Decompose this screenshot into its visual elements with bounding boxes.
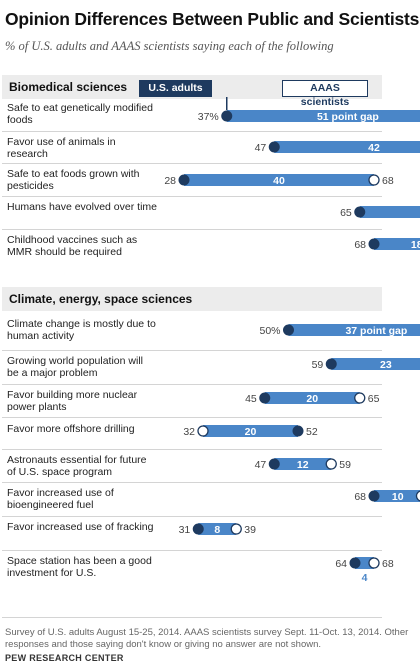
gap-label: 8	[214, 524, 220, 536]
row-divider	[2, 550, 382, 551]
row-divider	[2, 516, 382, 517]
row-label: Favor increased use of bioengineered fue…	[7, 487, 114, 511]
aaas-value-label: 32	[183, 426, 195, 438]
us-value-label: 47	[255, 459, 267, 471]
gap-bar	[184, 174, 374, 186]
row-label: Favor use of animals in research	[7, 136, 116, 160]
gap-bar	[274, 458, 332, 470]
gap-label: 42	[368, 142, 380, 154]
aaas-value-label: 68	[382, 558, 394, 570]
us-value-label: 68	[354, 239, 366, 251]
us-value-label: 45	[245, 393, 257, 405]
row-label: Humans have evolved over time	[7, 201, 157, 213]
aaas-scientists-dot	[230, 523, 242, 535]
us-value-label: 52	[306, 426, 318, 438]
row-divider	[2, 449, 382, 450]
footer-note: Survey of U.S. adults August 15-25, 2014…	[5, 627, 409, 650]
section-label-biomedical: Biomedical sciences	[9, 80, 128, 94]
gap-label: 10	[392, 491, 404, 503]
aaas-value-label: 68	[382, 175, 394, 187]
gap-label: 40	[273, 175, 285, 187]
aaas-scientists-dot	[325, 458, 337, 470]
us-value-label: 50%	[259, 325, 280, 337]
aaas-value-label: 65	[368, 393, 380, 405]
row-label: Safe to eat foods grown with pesticides	[7, 168, 140, 192]
gap-label: 51 point gap	[317, 111, 379, 123]
us-value-label: 47	[255, 142, 267, 154]
aaas-scientists-dot	[368, 557, 380, 569]
us-adults-dot	[268, 141, 280, 153]
row-label: Space station has been a good investment…	[7, 555, 152, 579]
us-value-label: 28	[164, 175, 176, 187]
gap-bar	[203, 425, 298, 437]
us-value-label: 37%	[198, 111, 219, 123]
aaas-value-label: 39	[244, 524, 256, 536]
gap-bar	[374, 238, 420, 250]
us-adults-dot	[368, 490, 380, 502]
us-adults-dot	[178, 174, 190, 186]
section-band-climate	[2, 287, 382, 311]
row-divider	[2, 417, 382, 418]
aaas-scientists-dot	[197, 425, 209, 437]
us-adults-dot	[354, 206, 366, 218]
gap-bar	[274, 141, 420, 153]
chart-subtitle: % of U.S. adults and AAAS scientists say…	[5, 39, 334, 53]
gap-label: 37 point gap	[345, 325, 407, 337]
gap-bar	[374, 490, 420, 502]
row-divider	[2, 229, 382, 230]
gap-bar	[226, 110, 420, 122]
us-value-label: 31	[179, 524, 191, 536]
aaas-value-label: 59	[339, 459, 351, 471]
row-label: Childhood vaccines such as MMR should be…	[7, 234, 138, 258]
row-label: Safe to eat genetically modified foods	[7, 102, 153, 126]
row-divider	[2, 131, 382, 132]
us-adults-dot	[349, 557, 361, 569]
aaas-scientists-dot	[354, 392, 366, 404]
us-value-label: 65	[340, 207, 352, 219]
row-divider	[2, 350, 382, 351]
row-label: Favor building more nuclear power plants	[7, 389, 138, 413]
gap-label: 12	[297, 459, 309, 471]
chart-bottom-rule	[2, 617, 382, 618]
us-adults-dot	[368, 238, 380, 250]
section-label-climate: Climate, energy, space sciences	[9, 292, 193, 306]
gap-bar	[288, 324, 420, 336]
row-label: Growing world population will be a major…	[7, 355, 143, 379]
aaas-scientists-dot	[368, 174, 380, 186]
chart-title: Opinion Differences Between Public and S…	[5, 9, 420, 29]
gap-label: 23	[380, 359, 392, 371]
row-label: Astronauts essential for future of U.S. …	[7, 454, 147, 478]
gap-label: 4	[362, 572, 368, 584]
us-value-label: 68	[354, 491, 366, 503]
us-value-label: 64	[335, 558, 347, 570]
us-adults-dot	[221, 110, 233, 122]
gap-label: 20	[245, 426, 257, 438]
us-adults-dot	[292, 425, 304, 437]
row-divider	[2, 196, 382, 197]
us-adults-dot	[283, 324, 294, 336]
source-credit: PEW RESEARCH CENTER	[5, 653, 124, 663]
gap-bar	[264, 392, 360, 404]
row-label: Favor increased use of fracking	[7, 521, 154, 533]
us-value-label: 59	[312, 359, 324, 371]
row-label: Climate change is mostly due to human ac…	[7, 318, 156, 342]
gap-label: 18	[411, 239, 420, 251]
us-adults-dot	[325, 358, 337, 370]
row-divider	[2, 163, 382, 164]
us-adults-dot	[192, 523, 204, 535]
us-adults-dot	[259, 392, 271, 404]
legend-us-adults: U.S. adults	[139, 80, 212, 97]
legend-aaas-scientists: AAAS scientists	[282, 80, 368, 108]
aaas-scientists-dot	[415, 490, 420, 502]
row-divider	[2, 384, 382, 385]
gap-bar	[359, 206, 420, 218]
row-label: Favor more offshore drilling	[7, 423, 135, 435]
gap-bar	[331, 358, 420, 370]
gap-label: 20	[306, 393, 318, 405]
row-divider	[2, 482, 382, 483]
us-adults-dot	[268, 458, 280, 470]
gap-bar	[198, 523, 237, 535]
